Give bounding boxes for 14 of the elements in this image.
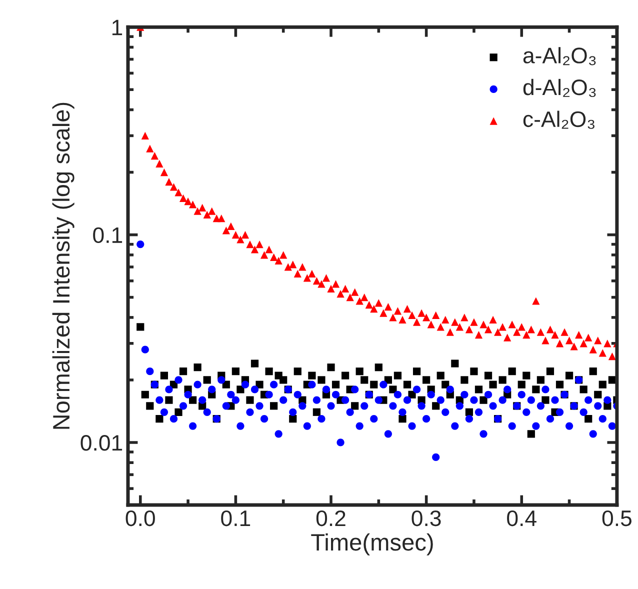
legend-label: c-Al₂O₃: [523, 110, 594, 129]
x-tick-label: 0.5: [602, 510, 632, 526]
x-tick-label: 0.1: [221, 510, 250, 526]
y-tick-label: 1: [112, 20, 122, 36]
x-tick-label: 0.2: [316, 510, 346, 526]
x-axis-title: Time(msec): [311, 533, 433, 556]
x-tick-label: 0.4: [507, 510, 536, 526]
y-axis-title: Normalized Intensity (log scale): [52, 102, 74, 429]
x-tick-label: 0.3: [412, 510, 441, 526]
y-tick-label: 0.1: [93, 227, 122, 244]
x-tick-label: 0.0: [126, 510, 155, 526]
y-tick-label: 0.01: [80, 435, 122, 451]
legend-label: d-Al₂O₃: [523, 78, 596, 98]
legend-label: a-Al₂O₃: [523, 47, 596, 66]
